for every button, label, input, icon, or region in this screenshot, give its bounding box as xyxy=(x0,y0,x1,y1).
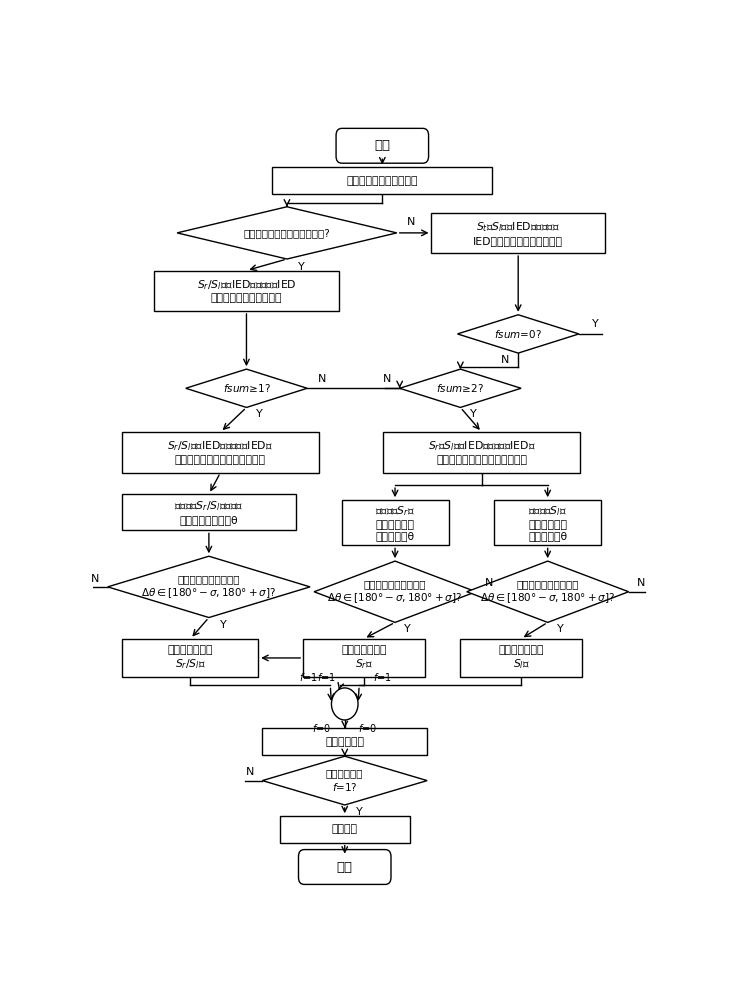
Text: Y: Y xyxy=(470,409,477,419)
Text: $f$=1: $f$=1 xyxy=(299,671,319,683)
Text: 分别计算$S_r$/$S_l$内过流开
关的电流相位差？θ: 分别计算$S_r$/$S_l$内过流开 关的电流相位差？θ xyxy=(175,500,243,525)
Bar xyxy=(431,213,605,253)
Text: 出口断路器检测过流信号: 出口断路器检测过流信号 xyxy=(347,176,418,186)
Bar xyxy=(154,271,339,311)
Text: Y: Y xyxy=(592,319,598,329)
Text: N: N xyxy=(318,374,326,384)
Text: 故障定位结束: 故障定位结束 xyxy=(325,737,364,747)
Polygon shape xyxy=(263,756,427,805)
Text: $f$=0: $f$=0 xyxy=(312,722,331,734)
Text: 开始: 开始 xyxy=(374,139,390,152)
FancyBboxPatch shape xyxy=(298,850,391,884)
Text: N: N xyxy=(484,578,493,588)
Text: 分别计算$S_r$内
过流开关的电
流相位差？θ: 分别计算$S_r$内 过流开关的电 流相位差？θ xyxy=(375,504,415,541)
Text: $fsum$=0?: $fsum$=0? xyxy=(495,328,542,340)
Bar xyxy=(383,432,580,473)
Text: $S_r$与$S_l$内的IED分别与本地IED通
信，传递带时间标记的电流波形: $S_r$与$S_l$内的IED分别与本地IED通 信，传递带时间标记的电流波形 xyxy=(428,440,536,465)
Bar xyxy=(460,639,582,677)
Text: 分别计算$S_l$内
过流开关的电
流相位差？θ: 分别计算$S_l$内 过流开关的电 流相位差？θ xyxy=(528,504,567,541)
Text: $fsum$≥2?: $fsum$≥2? xyxy=(436,382,484,394)
Bar xyxy=(303,639,424,677)
Text: Y: Y xyxy=(356,807,363,817)
Text: N: N xyxy=(245,767,254,777)
Polygon shape xyxy=(186,369,307,407)
Circle shape xyxy=(331,688,358,720)
Text: N: N xyxy=(383,374,391,384)
Text: N: N xyxy=(637,578,645,588)
Text: Y: Y xyxy=(404,624,411,634)
Bar xyxy=(494,500,601,545)
Bar xyxy=(122,494,295,530)
Text: 故障隔离: 故障隔离 xyxy=(332,824,358,834)
Bar xyxy=(280,816,410,843)
Text: N: N xyxy=(407,217,416,227)
Text: $f$=0: $f$=0 xyxy=(358,722,377,734)
Bar xyxy=(122,432,319,473)
Text: 故障发生在区段
$S_r$/$S_l$内: 故障发生在区段 $S_r$/$S_l$内 xyxy=(168,645,213,671)
Text: $S_t$与$S_l$内的IED分别与本地
IED通信，传递过流状态信息: $S_t$与$S_l$内的IED分别与本地 IED通信，传递过流状态信息 xyxy=(473,220,563,246)
Text: 故障发生在区段
$S_r$内: 故障发生在区段 $S_r$内 xyxy=(341,645,386,671)
Text: N: N xyxy=(91,574,99,584)
Polygon shape xyxy=(400,369,521,407)
Text: 本地开关是变电站出口断路器?: 本地开关是变电站出口断路器? xyxy=(243,228,330,238)
Polygon shape xyxy=(457,315,579,353)
Bar xyxy=(263,728,427,755)
Text: 故障定位标志
$f$=1?: 故障定位标志 $f$=1? xyxy=(326,769,363,793)
Text: 有一组电流相位差满足
$\Delta\theta\in[180°-\sigma,180°+\sigma]$?: 有一组电流相位差满足 $\Delta\theta\in[180°-\sigma,… xyxy=(327,579,463,605)
Text: $S_r$/$S_l$内的IED分别与本地IED
通信，传递过流状态信息: $S_r$/$S_l$内的IED分别与本地IED 通信，传递过流状态信息 xyxy=(197,278,296,303)
FancyBboxPatch shape xyxy=(336,128,428,163)
Polygon shape xyxy=(107,556,310,618)
Text: 结束: 结束 xyxy=(336,861,353,874)
Text: Y: Y xyxy=(220,620,227,630)
Polygon shape xyxy=(467,561,629,622)
Polygon shape xyxy=(314,561,476,622)
Bar xyxy=(272,167,492,194)
Text: $f$=1: $f$=1 xyxy=(373,671,392,683)
Text: 有一组电流相位差满足
$\Delta\theta\in[180°-\sigma,180°+\sigma]$?: 有一组电流相位差满足 $\Delta\theta\in[180°-\sigma,… xyxy=(480,579,615,605)
Text: Y: Y xyxy=(557,624,564,634)
Bar xyxy=(122,639,258,677)
Text: N: N xyxy=(501,355,510,365)
Text: $fsum$≥1?: $fsum$≥1? xyxy=(222,382,270,394)
Text: 故障发生在区段
$S_l$内: 故障发生在区段 $S_l$内 xyxy=(498,645,544,671)
Bar xyxy=(342,500,448,545)
Text: $f$=1: $f$=1 xyxy=(317,671,336,683)
Text: 有一组电流相位差满足
$\Delta\theta\in[180°-\sigma,180°+\sigma]$?: 有一组电流相位差满足 $\Delta\theta\in[180°-\sigma,… xyxy=(141,574,277,600)
Polygon shape xyxy=(177,207,397,259)
Text: Y: Y xyxy=(298,262,305,272)
Text: Y: Y xyxy=(256,409,263,419)
Text: $S_r$/$S_l$内的IED分别与本地IED通
信，传递带时间标记的电流波形: $S_r$/$S_l$内的IED分别与本地IED通 信，传递带时间标记的电流波形 xyxy=(168,440,273,465)
